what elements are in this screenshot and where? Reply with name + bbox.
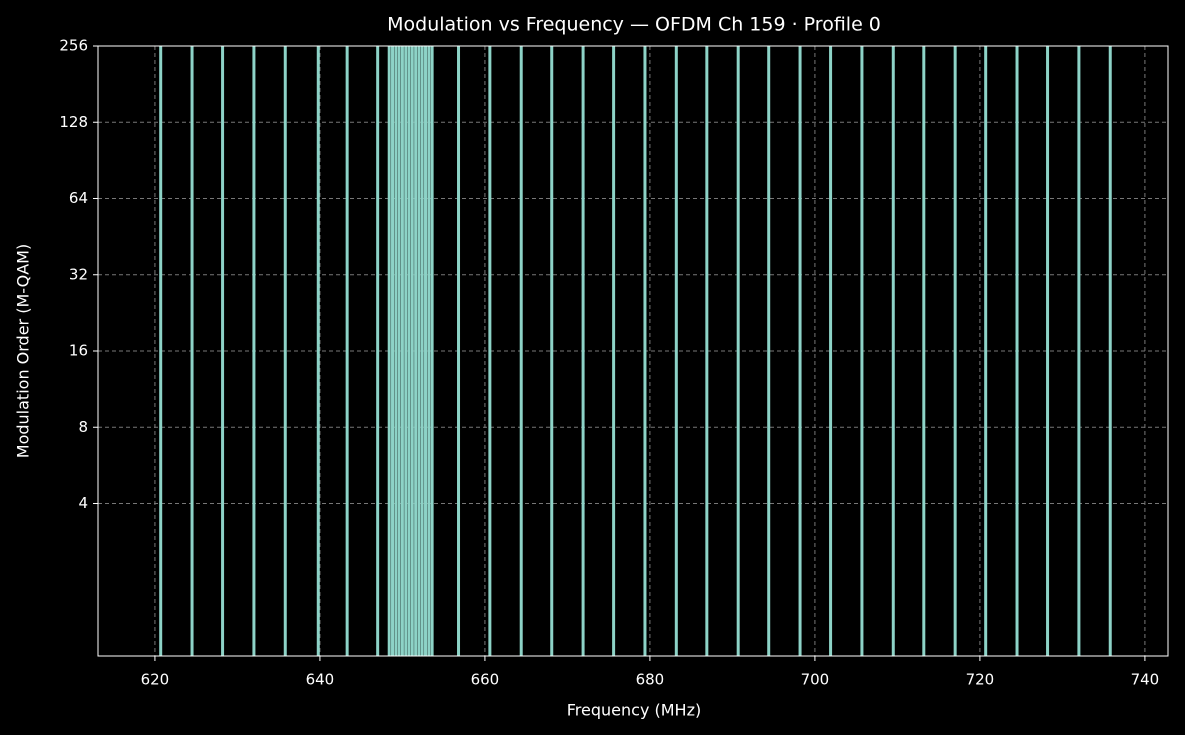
x-tick-label: 620 (141, 671, 170, 689)
plot-frame (97, 45, 1169, 657)
chart-title: Modulation vs Frequency — OFDM Ch 159 · … (387, 14, 881, 36)
y-tick-label: 128 (59, 113, 88, 131)
x-axis-label: Frequency (MHz) (567, 701, 701, 720)
x-tick-label: 700 (801, 671, 830, 689)
x-tick-label: 660 (471, 671, 500, 689)
y-tick-label: 16 (69, 342, 88, 360)
x-tick-label: 680 (636, 671, 665, 689)
y-tick-label: 256 (59, 37, 88, 55)
y-tick-label: 64 (69, 189, 88, 207)
x-tick-label: 720 (966, 671, 995, 689)
x-tick-label: 740 (1131, 671, 1160, 689)
y-axis-label: Modulation Order (M-QAM) (14, 244, 33, 458)
y-tick-label: 32 (69, 265, 88, 283)
x-tick-label: 640 (306, 671, 335, 689)
y-tick-label: 8 (78, 418, 88, 436)
y-tick-label: 4 (78, 494, 88, 512)
